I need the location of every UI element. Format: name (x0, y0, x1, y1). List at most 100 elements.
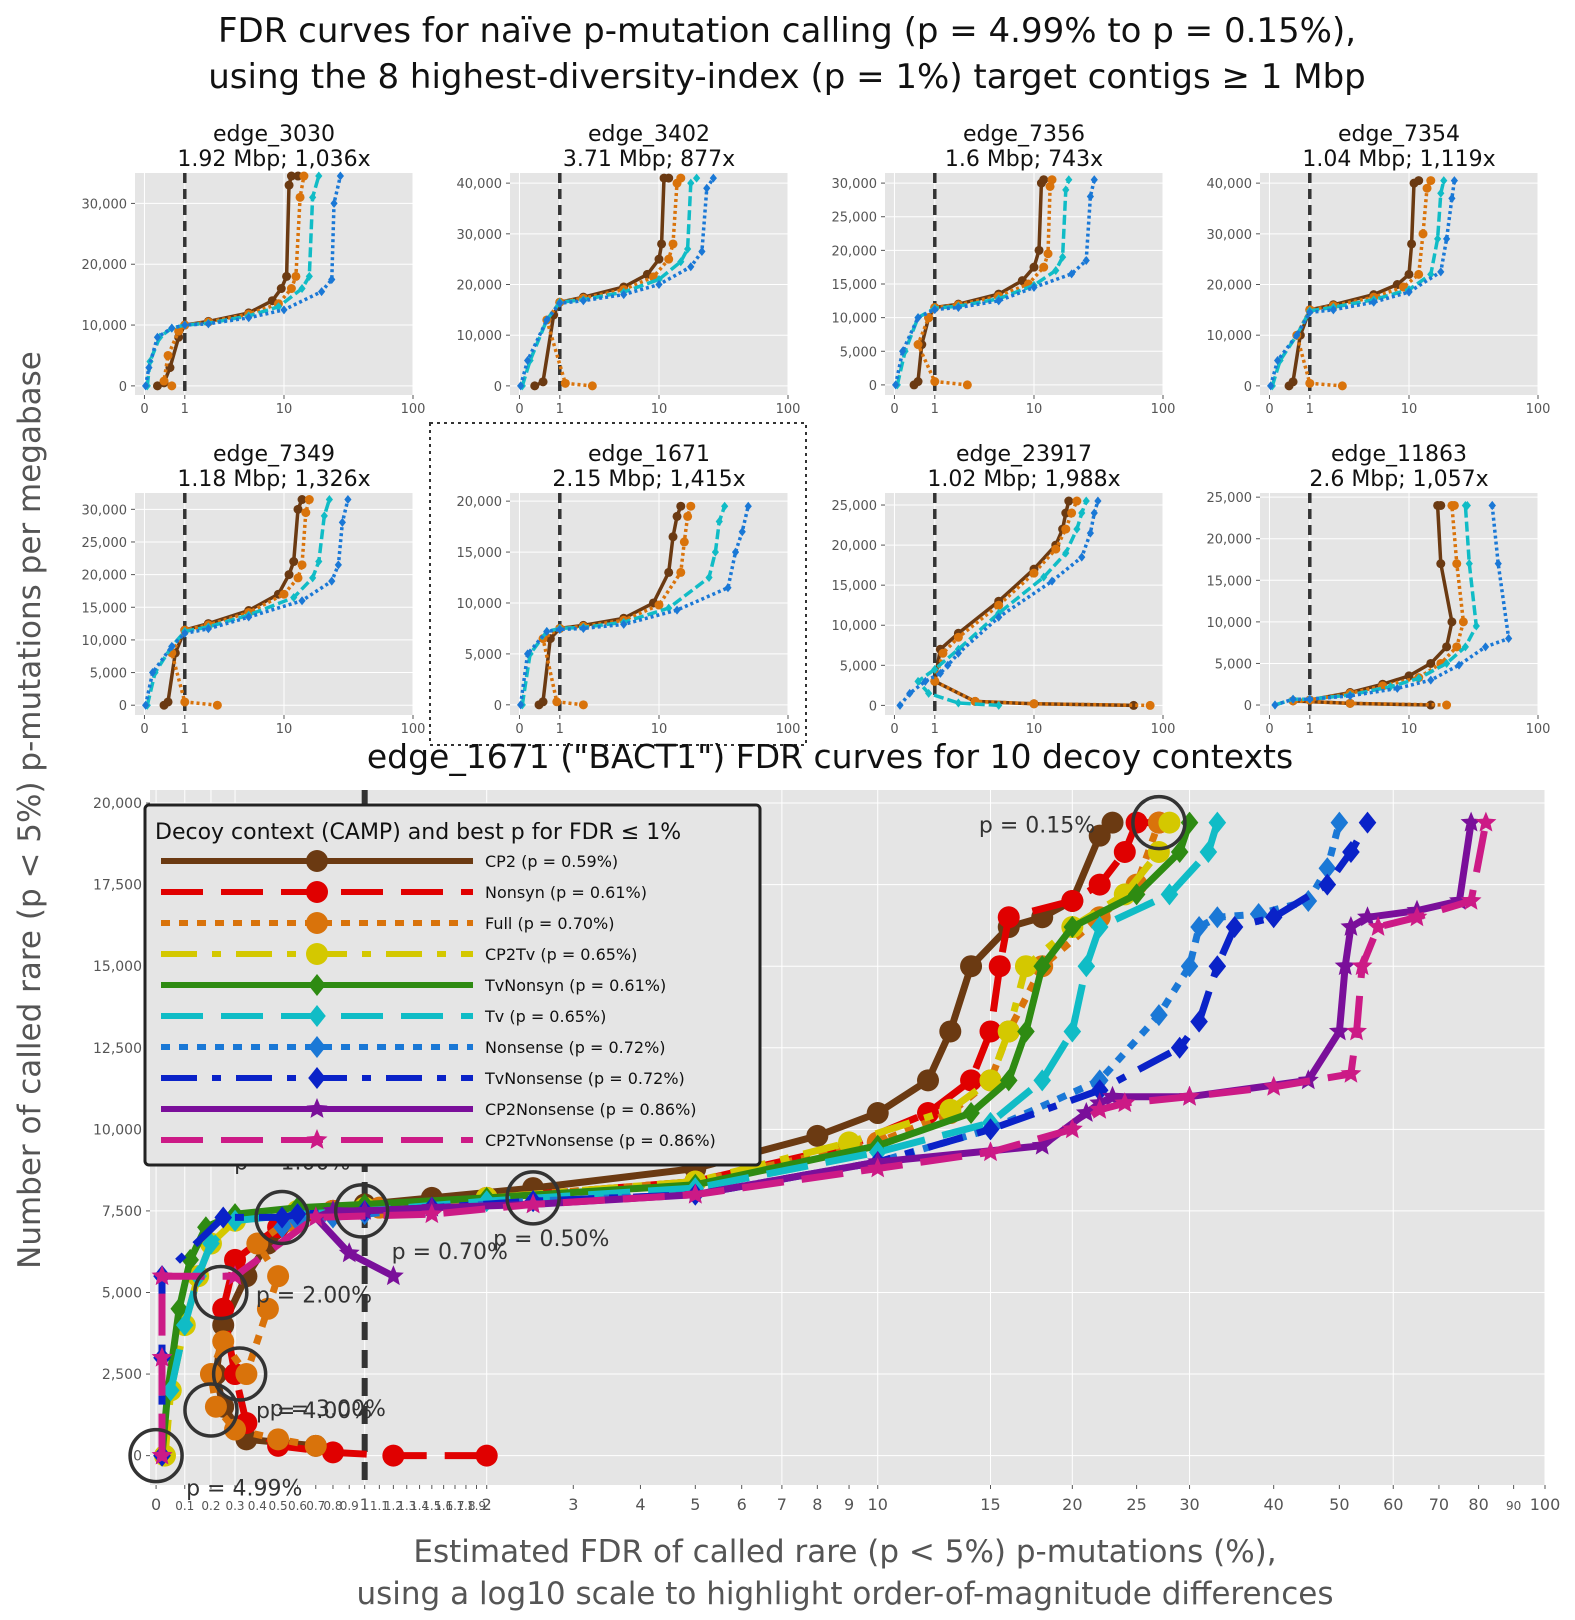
x-tick-label: 1 (1306, 722, 1314, 737)
data-point (212, 1297, 235, 1320)
x-tick-label: 25 (1126, 1495, 1146, 1514)
data-point (1082, 496, 1090, 506)
data-point (204, 1395, 227, 1418)
plot-area (135, 493, 413, 715)
data-point (664, 173, 674, 183)
data-point (151, 1265, 173, 1286)
annotation-label: p = 4.00% (256, 1399, 372, 1424)
data-point (925, 688, 933, 698)
data-point (1426, 658, 1436, 668)
x-tick-label: 0 (515, 722, 523, 737)
data-point (1052, 266, 1060, 276)
data-point (304, 1434, 327, 1457)
y-tick-label: 15,000 (82, 601, 128, 616)
y-tick-label: 20,000 (832, 539, 878, 554)
annotation-circle (128, 1427, 184, 1484)
data-point (1293, 330, 1301, 340)
data-point (284, 180, 294, 190)
data-point (1031, 1134, 1053, 1155)
y-tick-label: 30,000 (832, 177, 878, 192)
data-point (698, 247, 706, 257)
panel-subtitle: 1.02 Mbp; 1,988x (927, 467, 1120, 492)
data-point (1190, 916, 1208, 939)
data-point (199, 1363, 222, 1386)
data-point (913, 340, 923, 350)
data-point (560, 378, 570, 388)
data-point (997, 906, 1020, 929)
x-tick-label: 1 (556, 722, 564, 737)
data-point (1505, 634, 1513, 644)
y-tick-label: 5,000 (1215, 657, 1252, 672)
data-point (1017, 1020, 1035, 1043)
data-point (1158, 811, 1181, 834)
data-point (1090, 1079, 1109, 1102)
x-tick-label: 0.5 (269, 1499, 288, 1513)
data-point (328, 576, 336, 586)
x-tick-label: 20 (1062, 1495, 1082, 1514)
data-point (1406, 906, 1428, 927)
y-tick-label: 15,000 (1207, 574, 1253, 589)
data-point (334, 560, 342, 570)
data-point (1078, 508, 1086, 518)
x-tick-label: 0.8 (323, 1499, 342, 1513)
data-point (1150, 1004, 1168, 1027)
data-point (892, 380, 900, 390)
y-tick-label: 5,000 (465, 648, 502, 663)
data-point (1418, 229, 1428, 239)
data-point (321, 1441, 344, 1464)
data-point (224, 1265, 246, 1286)
data-point (1190, 1010, 1208, 1033)
legend-marker (308, 1036, 326, 1058)
x-tick-label: 0.9 (340, 1499, 359, 1513)
data-point (151, 1346, 173, 1367)
data-point (318, 287, 326, 297)
y-tick-label: 7,500 (102, 1204, 142, 1220)
legend-label: Nonsense (p = 0.72%) (485, 1038, 666, 1057)
annotation-circle (193, 1264, 249, 1321)
x-tick-label: 0.4 (248, 1499, 267, 1513)
x-tick-label: 100 (401, 402, 426, 417)
series-Nonsense (517, 501, 752, 710)
x-tick-label: 1.4 (410, 1499, 429, 1513)
data-point (620, 290, 628, 300)
data-point (170, 1297, 189, 1320)
data-point (161, 1379, 180, 1402)
panel-subtitle: 1.18 Mbp; 1,326x (177, 467, 370, 492)
data-point (1472, 621, 1480, 631)
data-point (1481, 642, 1490, 652)
data-point (197, 1216, 215, 1239)
data-point (1448, 193, 1456, 203)
data-point (906, 688, 914, 698)
y-tick-label: 0 (119, 699, 127, 714)
data-point (246, 1232, 269, 1255)
data-point (1455, 660, 1463, 670)
data-point (1014, 955, 1037, 978)
data-point (181, 1248, 199, 1271)
data-point (1039, 175, 1049, 185)
x-tick-label: 0 (890, 722, 898, 737)
panel-title: edge_11863 (1331, 442, 1467, 467)
data-point (212, 1330, 235, 1353)
x-tick-label: 0 (140, 402, 148, 417)
data-point (224, 1248, 247, 1271)
data-point (687, 262, 695, 272)
data-point (1033, 1069, 1052, 1092)
data-point (677, 257, 685, 267)
data-point (1170, 840, 1189, 863)
data-point (282, 271, 292, 281)
chart-8: 0 2,500 5,000 7,500 10,000 12,500 15,000 17,500… (93, 737, 1560, 1514)
data-point (981, 1118, 1000, 1141)
plot-area (135, 173, 413, 395)
data-point (1089, 1098, 1111, 1119)
data-point (320, 511, 328, 521)
data-point (1386, 682, 1395, 692)
y-tick-label: 10,000 (82, 319, 128, 334)
data-point (1494, 559, 1502, 569)
data-point (315, 171, 323, 181)
x-tick-label: 1.7 (445, 1499, 464, 1513)
y-tick-label: 20,000 (1207, 279, 1253, 294)
series-CP2TvNonsense (151, 811, 1497, 1465)
data-point (214, 1206, 233, 1229)
legend-label: Tv (p = 0.65%) (484, 1007, 606, 1026)
data-point (687, 178, 695, 188)
